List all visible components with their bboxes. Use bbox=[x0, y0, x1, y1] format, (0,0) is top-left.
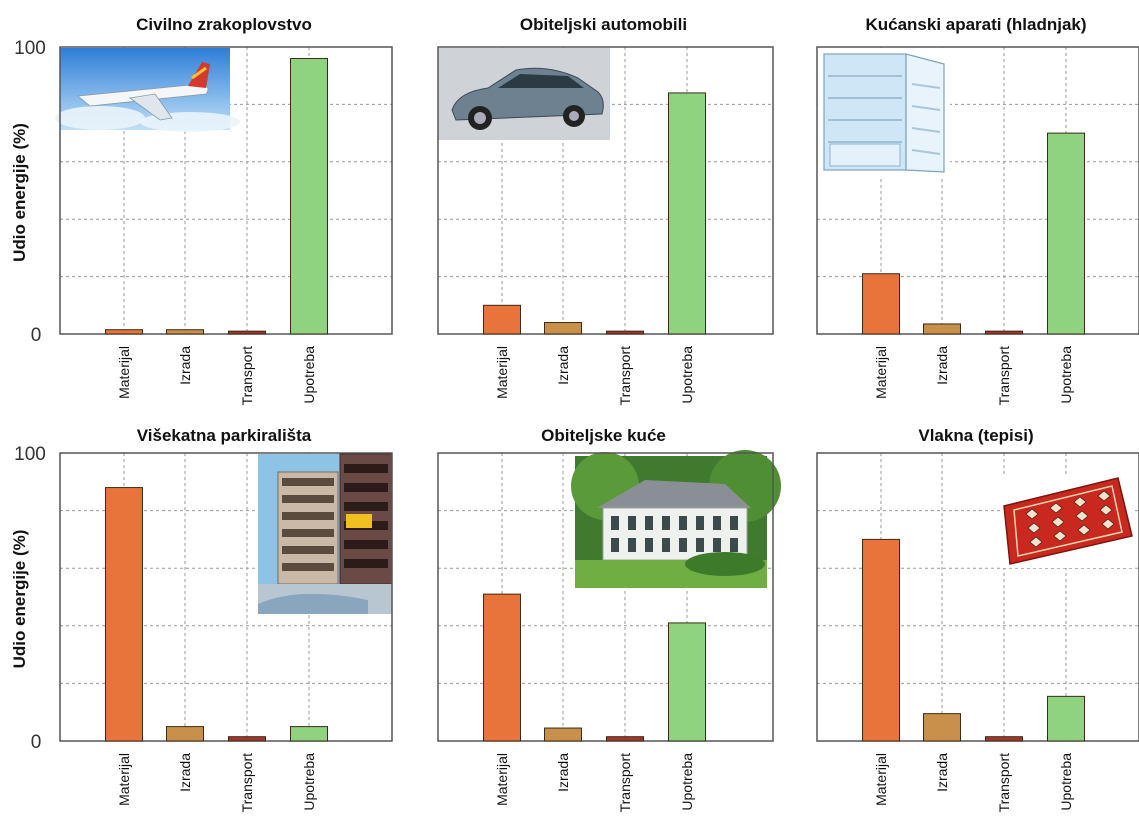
chart-title: Civilno zrakoplovstvo bbox=[136, 15, 312, 34]
x-tick-label: Transport bbox=[996, 346, 1012, 406]
x-tick-label: Transport bbox=[239, 346, 255, 406]
bar-transport bbox=[606, 736, 644, 742]
bar-upotreba bbox=[668, 92, 706, 335]
x-tick-label: Upotreba bbox=[301, 346, 317, 404]
bar-materijal bbox=[105, 487, 143, 742]
chart-panel: Višekatna parkirališta 0 100 Udio energije … bbox=[10, 426, 393, 813]
plot-frame bbox=[437, 452, 774, 742]
bar-transport bbox=[228, 736, 266, 742]
chart-title: Kućanski aparati (hladnjak) bbox=[865, 15, 1086, 34]
y-tick-label: 0 bbox=[31, 325, 42, 346]
bar-upotreba bbox=[1047, 132, 1085, 335]
x-tick-label: Upotreba bbox=[301, 753, 317, 811]
car-image bbox=[438, 48, 610, 140]
plot-frame bbox=[59, 452, 393, 742]
chart-panel: Civilno zrakoplovstvo 0 100 Udio energije (… bbox=[10, 15, 393, 406]
chart-title: Vlakna (tepisi) bbox=[918, 426, 1033, 445]
x-tick-label: Izrada bbox=[934, 753, 950, 792]
bar-izrada bbox=[166, 726, 204, 742]
bar-izrada bbox=[544, 322, 582, 335]
y-axis-label: Udio energije (%) bbox=[10, 530, 29, 669]
bar-transport bbox=[606, 330, 644, 335]
bar-transport bbox=[985, 330, 1023, 335]
x-tick-label: Materijal bbox=[116, 753, 132, 806]
x-tick-label: Transport bbox=[239, 753, 255, 813]
bar-materijal bbox=[483, 593, 521, 742]
x-tick-label: Izrada bbox=[934, 346, 950, 385]
y-tick-label: 100 bbox=[14, 38, 46, 59]
x-tick-label: Upotreba bbox=[679, 346, 695, 404]
x-tick-label: Transport bbox=[617, 346, 633, 406]
bar-upotreba bbox=[1047, 695, 1085, 742]
x-tick-label: Materijal bbox=[873, 346, 889, 399]
bar-transport bbox=[985, 736, 1023, 742]
x-tick-label: Izrada bbox=[555, 753, 571, 792]
chart-panel: Vlakna (tepisi) Materijal Izrada Transport U… bbox=[816, 426, 1139, 813]
house-image bbox=[571, 450, 781, 588]
y-tick-label: 0 bbox=[31, 732, 42, 753]
x-tick-label: Materijal bbox=[494, 346, 510, 399]
bar-materijal bbox=[105, 329, 143, 335]
bar-transport bbox=[228, 330, 266, 335]
bar-upotreba bbox=[290, 57, 328, 335]
bar-izrada bbox=[544, 727, 582, 742]
airplane-image bbox=[55, 48, 240, 132]
x-tick-label: Upotreba bbox=[679, 753, 695, 811]
x-tick-label: Izrada bbox=[177, 346, 193, 385]
plot-frame bbox=[437, 46, 774, 335]
y-axis-label: Udio energije (%) bbox=[10, 123, 29, 262]
x-tick-label: Materijal bbox=[494, 753, 510, 806]
x-tick-label: Materijal bbox=[116, 346, 132, 399]
x-tick-label: Materijal bbox=[873, 753, 889, 806]
chart-title: Višekatna parkirališta bbox=[137, 426, 312, 445]
plot-frame bbox=[816, 46, 1139, 335]
plot-frame bbox=[816, 452, 1139, 742]
chart-title: Obiteljski automobili bbox=[520, 15, 687, 34]
parking-garage-image bbox=[258, 453, 393, 614]
chart-title: Obiteljske kuće bbox=[541, 426, 666, 445]
refrigerator-image bbox=[818, 48, 950, 176]
bar-materijal bbox=[862, 273, 900, 335]
x-tick-label: Izrada bbox=[555, 346, 571, 385]
x-tick-label: Transport bbox=[996, 753, 1012, 813]
x-tick-label: Transport bbox=[617, 753, 633, 813]
bar-materijal bbox=[862, 538, 900, 742]
bar-materijal bbox=[483, 304, 521, 335]
chart-panel: Kućanski aparati (hladnjak) Materijal Izra… bbox=[816, 15, 1139, 406]
x-tick-label: Upotreba bbox=[1058, 346, 1074, 404]
x-tick-label: Izrada bbox=[177, 753, 193, 792]
plot-frame bbox=[59, 46, 393, 335]
y-tick-label: 100 bbox=[14, 444, 46, 465]
bar-upotreba bbox=[668, 622, 706, 742]
bar-izrada bbox=[923, 713, 961, 742]
bar-upotreba bbox=[290, 726, 328, 742]
chart-panel: Obiteljski automobili Materijal Izrada Tran… bbox=[437, 15, 774, 406]
bar-izrada bbox=[923, 323, 961, 335]
x-tick-label: Upotreba bbox=[1058, 753, 1074, 811]
bar-izrada bbox=[166, 329, 204, 335]
chart-panel: Obiteljske kuće Materijal Izrada Transport U… bbox=[437, 426, 781, 813]
carpet-image bbox=[1000, 476, 1134, 568]
